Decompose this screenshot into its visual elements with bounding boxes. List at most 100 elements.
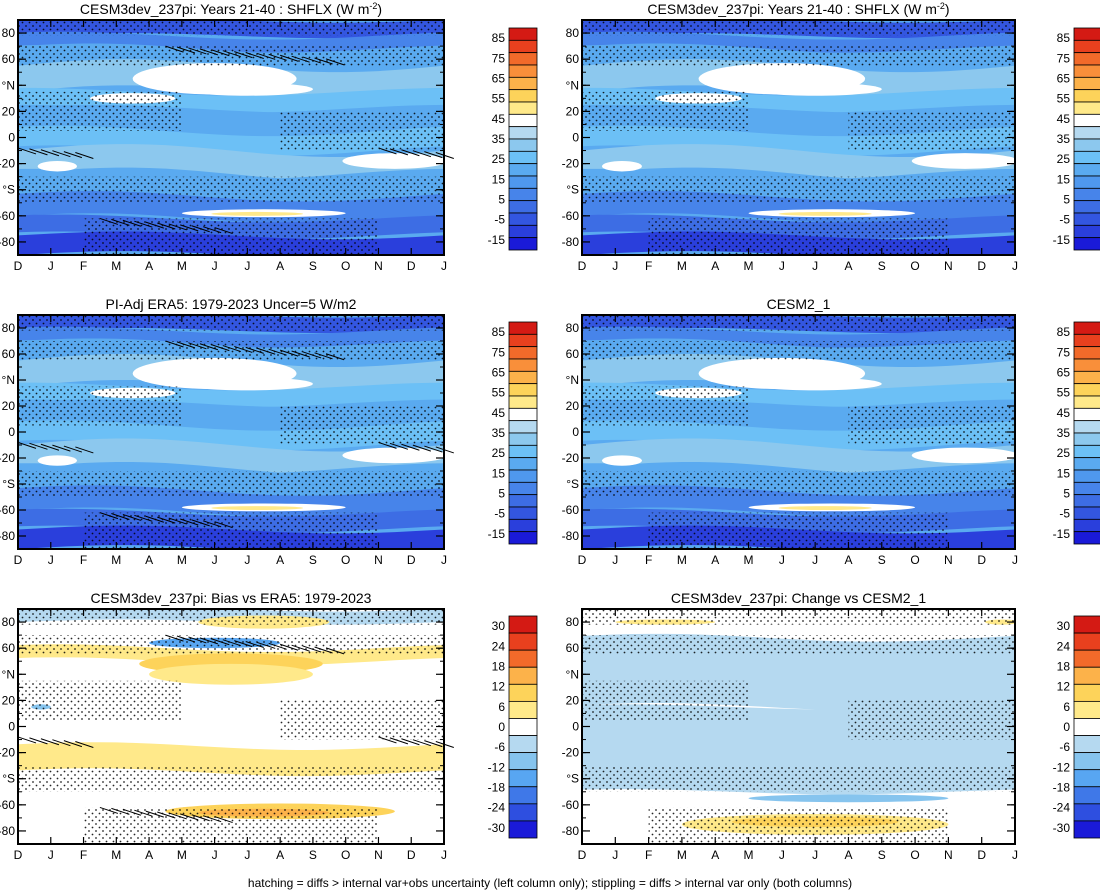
x-tick-label: J (244, 848, 250, 862)
y-tick-label: °N (566, 373, 579, 387)
x-tick-label: M (177, 553, 187, 567)
x-tick-label: J (612, 259, 618, 273)
x-tick-label: S (878, 848, 886, 862)
x-tick-label: D (977, 259, 986, 273)
y-tick-label: 20 (2, 399, 16, 413)
y-tick-label: °S (566, 183, 579, 197)
x-tick-label: D (578, 259, 587, 273)
colorbar-label: -12 (1053, 760, 1071, 774)
colorbar-swatch (508, 531, 538, 545)
panel-1-colorbar: 85 75 65 55 45 35 25 15 5 -5 -15 (488, 27, 538, 251)
x-tick-label: D (407, 553, 416, 567)
x-tick-label: M (111, 848, 121, 862)
x-tick-label: S (309, 259, 317, 273)
x-tick-label: A (276, 848, 284, 862)
colorbar-swatch (1073, 420, 1100, 434)
panel-4: CESM2_1 80 60 °N 20 0 -20 °S -60 -80 D J F M A M J J A S O N D… (562, 296, 1100, 567)
colorbar-label: 6 (498, 700, 505, 714)
colorbar-swatch (1073, 358, 1100, 372)
panel-6-stippling (582, 609, 1015, 844)
panel-2-title: CESM3dev_237pi: Years 21-40 : SHFLX (W m… (647, 1, 949, 17)
x-tick-label: J (1012, 848, 1018, 862)
colorbar-swatch (508, 632, 538, 651)
x-tick-label: A (276, 553, 284, 567)
x-tick-label: F (80, 259, 87, 273)
colorbar-label: -15 (488, 527, 506, 541)
panel-6-title: CESM3dev_237pi: Change vs CESM2_1 (671, 590, 926, 606)
colorbar-swatch (508, 469, 538, 483)
x-tick-label: M (111, 553, 121, 567)
colorbar-label: 55 (1057, 92, 1071, 106)
panel-2-colorbar: 85 75 65 55 45 35 25 15 5 -5 -15 (1053, 27, 1100, 251)
y-tick-label: -60 (0, 503, 15, 517)
colorbar-swatch (508, 649, 538, 668)
colorbar-label: -5 (494, 213, 505, 227)
x-tick-label: J (212, 848, 218, 862)
y-tick-label: °N (2, 667, 15, 681)
colorbar-swatch (1073, 39, 1100, 54)
x-tick-label: J (1012, 259, 1018, 273)
colorbar-label: -24 (1053, 801, 1071, 815)
colorbar-label: 45 (492, 112, 506, 126)
colorbar-label: 5 (1063, 193, 1070, 207)
x-tick-label: N (374, 259, 383, 273)
x-tick-label: J (1012, 553, 1018, 567)
colorbar-swatch (1073, 649, 1100, 668)
colorbar-label: 25 (1057, 152, 1071, 166)
x-tick-label: A (844, 848, 852, 862)
y-tick-label: °S (566, 772, 579, 786)
y-tick-label: °N (2, 373, 15, 387)
x-tick-label: A (145, 848, 153, 862)
y-tick-label: 20 (566, 693, 580, 707)
y-tick-label: 0 (8, 720, 15, 734)
x-tick-label: O (910, 553, 919, 567)
colorbar-swatch (1073, 76, 1100, 91)
x-tick-label: O (341, 259, 350, 273)
x-tick-label: M (177, 848, 187, 862)
x-tick-label: J (779, 848, 785, 862)
y-tick-label: 0 (572, 425, 579, 439)
colorbar-label: 18 (492, 659, 506, 673)
y-tick-label: °S (2, 477, 15, 491)
x-tick-label: M (111, 259, 121, 273)
y-tick-label: 20 (2, 693, 16, 707)
x-tick-label: M (744, 553, 754, 567)
x-tick-label: D (14, 848, 23, 862)
x-tick-label: M (677, 848, 687, 862)
y-tick-label: 20 (566, 104, 580, 118)
colorbar-swatch (508, 163, 538, 177)
colorbar-label: -5 (494, 507, 505, 521)
y-tick-label: 80 (2, 321, 16, 335)
x-tick-label: J (244, 553, 250, 567)
colorbar-swatch (1073, 666, 1100, 685)
colorbar-label: 25 (1057, 446, 1071, 460)
panel-1: CESM3dev_237pi: Years 21-40 : SHFLX (W m… (0, 1, 538, 273)
y-tick-label: -20 (0, 746, 15, 760)
y-tick-label: -60 (562, 798, 580, 812)
colorbar-swatch (508, 64, 538, 78)
colorbar-swatch (1073, 150, 1100, 165)
colorbar-label: 45 (492, 406, 506, 420)
panel-1-stippling (18, 20, 444, 255)
colorbar-swatch (1073, 615, 1100, 634)
x-tick-label: M (677, 553, 687, 567)
colorbar-swatch (1073, 200, 1100, 214)
colorbar-swatch (508, 346, 538, 360)
colorbar-swatch (508, 321, 538, 335)
y-tick-label: -60 (0, 798, 15, 812)
y-tick-label: 80 (566, 26, 580, 40)
y-tick-label: -60 (0, 209, 15, 223)
colorbar-label: 5 (498, 487, 505, 501)
colorbar-swatch (508, 752, 538, 771)
y-tick-label: -80 (562, 824, 580, 838)
x-tick-label: D (578, 848, 587, 862)
x-tick-label: N (944, 848, 953, 862)
x-tick-label: D (977, 848, 986, 862)
colorbar-label: 0 (1063, 720, 1070, 734)
y-tick-label: 60 (566, 52, 580, 66)
colorbar-swatch (508, 89, 538, 103)
colorbar-swatch (508, 432, 538, 446)
y-tick-label: -60 (562, 209, 580, 223)
colorbar-swatch (1073, 752, 1100, 771)
